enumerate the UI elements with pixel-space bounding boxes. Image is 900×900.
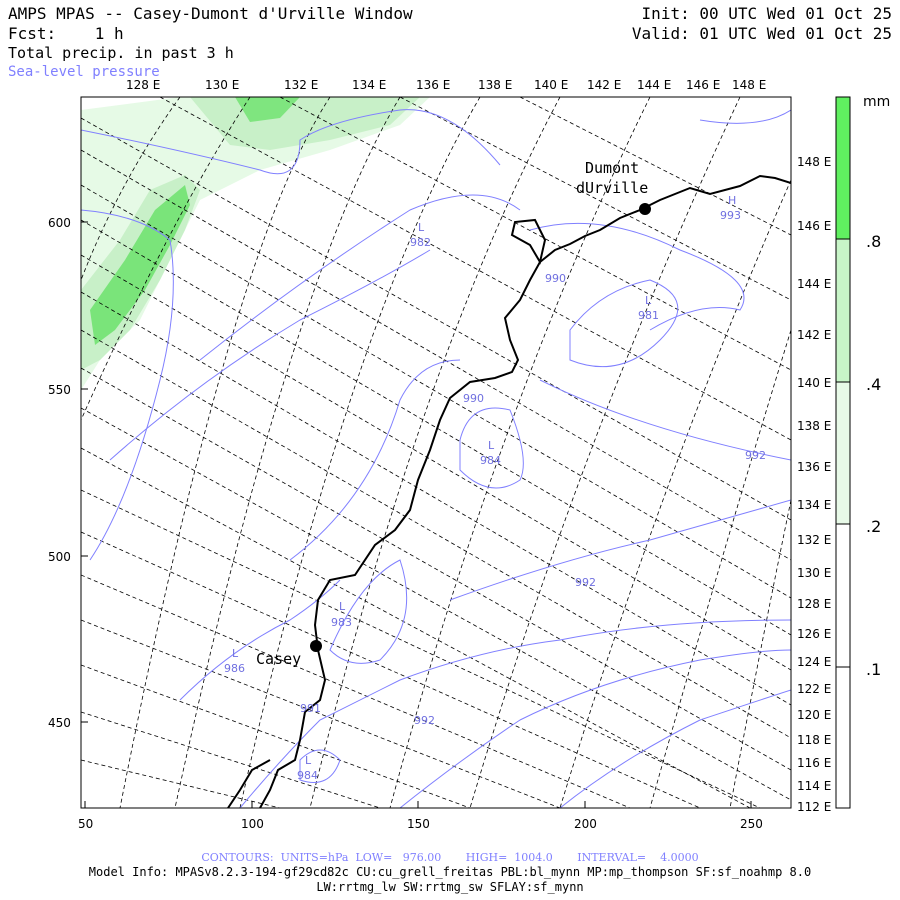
legend-swatch	[835, 238, 851, 383]
precip-shading	[81, 97, 430, 390]
slp-value: 990	[545, 272, 566, 285]
field-name: Total precip. in past 3 h	[8, 44, 234, 62]
legend-level: .4	[866, 375, 881, 394]
station-label-dumont-1: Dumont	[585, 159, 639, 177]
bottom-axis: 50 100 150 200 250	[78, 801, 763, 831]
slp-value: 986	[224, 662, 245, 675]
left-axis-label: 550	[48, 383, 71, 397]
right-lon-label: 138 E	[797, 419, 831, 433]
legend-level: .2	[866, 517, 881, 536]
bottom-axis-label: 100	[241, 817, 264, 831]
bottom-axis-label: 50	[78, 817, 93, 831]
top-lon-label: 140 E	[534, 78, 568, 92]
legend-swatch	[835, 523, 851, 668]
right-lon-label: 134 E	[797, 498, 831, 512]
right-lon-label: 148 E	[797, 155, 831, 169]
legend-swatch	[835, 96, 851, 240]
top-lon-label: 134 E	[352, 78, 386, 92]
top-lon-labels: 128 E 130 E 132 E 134 E 136 E 138 E 140 …	[126, 78, 766, 92]
model-info-physics: LW:rrtmg_lw SW:rrtmg_sw SFLAY:sf_mynn	[316, 880, 584, 894]
right-lon-label: 130 E	[797, 566, 831, 580]
legend-level: .1	[866, 660, 881, 679]
right-lon-label: 132 E	[797, 533, 831, 547]
slp-value: 992	[745, 449, 766, 462]
forecast-hour: 1 h	[94, 24, 124, 43]
slp-center-letter: L	[645, 294, 652, 307]
right-lon-label: 142 E	[797, 328, 831, 342]
right-lon-label: 112 E	[797, 800, 831, 814]
top-lon-label: 146 E	[686, 78, 720, 92]
right-lon-label: 146 E	[797, 219, 831, 233]
slp-center-letter: L	[305, 754, 312, 767]
overlay-name: Sea-level pressure	[8, 64, 160, 80]
top-lon-label: 144 E	[637, 78, 671, 92]
slp-value: 992	[414, 714, 435, 727]
slp-value: 984	[297, 769, 318, 782]
legend-swatch	[835, 381, 851, 525]
slp-contours	[81, 109, 791, 808]
right-lon-label: 136 E	[797, 460, 831, 474]
right-lon-label: 124 E	[797, 655, 831, 669]
slp-value: 991	[300, 702, 321, 715]
map-plot-area	[81, 97, 791, 808]
right-lon-label: 140 E	[797, 376, 831, 390]
left-axis-label: 600	[48, 216, 71, 230]
bottom-axis-label: 200	[574, 817, 597, 831]
right-lon-label: 128 E	[797, 597, 831, 611]
top-lon-label: 136 E	[416, 78, 450, 92]
slp-value: 982	[410, 236, 431, 249]
model-info: Model Info: MPASv8.2.3-194-gf29cd82c CU:…	[88, 865, 812, 879]
legend-unit: mm	[863, 94, 890, 110]
forecast-label: Fcst: 1 h	[8, 25, 124, 43]
right-lon-label: 144 E	[797, 277, 831, 291]
slp-value: 993	[720, 209, 741, 222]
slp-center-letter: L	[232, 647, 239, 660]
left-axis: 600 550 500 450	[48, 216, 88, 730]
station-marker-casey	[310, 640, 322, 652]
station-marker-dumont	[639, 203, 651, 215]
slp-value: 984	[480, 454, 501, 467]
right-lon-label: 118 E	[797, 733, 831, 747]
bottom-axis-label: 150	[407, 817, 430, 831]
right-lon-label: 126 E	[797, 627, 831, 641]
slp-value: 981	[638, 309, 659, 322]
right-lon-label: 120 E	[797, 708, 831, 722]
slp-value: 992	[575, 576, 596, 589]
top-lon-label: 148 E	[732, 78, 766, 92]
station-label-casey: Casey	[256, 650, 301, 668]
slp-center-letter: L	[488, 439, 495, 452]
top-lon-label: 138 E	[478, 78, 512, 92]
longitude-lines	[81, 97, 791, 808]
map-title: AMPS MPAS -- Casey-Dumont d'Urville Wind…	[8, 4, 413, 23]
init-time: Init: 00 UTC Wed 01 Oct 25	[641, 4, 892, 23]
right-lon-label: 114 E	[797, 779, 831, 793]
bottom-axis-label: 250	[740, 817, 763, 831]
forecast-label-text: Fcst:	[8, 24, 57, 43]
slp-value: 990	[463, 392, 484, 405]
slp-labels: L 982 990 L 981 H 993 990 L 984 992 992 …	[224, 194, 766, 782]
top-lon-label: 130 E	[205, 78, 239, 92]
slp-center-letter: L	[339, 600, 346, 613]
contour-info: CONTOURS: UNITS=hPa LOW= 976.00 HIGH= 10…	[201, 851, 699, 864]
legend-swatch	[835, 666, 851, 809]
valid-time: Valid: 01 UTC Wed 01 Oct 25	[631, 24, 892, 43]
top-lon-label: 142 E	[587, 78, 621, 92]
left-axis-label: 450	[48, 716, 71, 730]
right-lon-labels: 148 E 146 E 144 E 142 E 140 E 138 E 136 …	[797, 155, 831, 814]
slp-center-letter: L	[418, 221, 425, 234]
right-lon-label: 122 E	[797, 682, 831, 696]
legend-level: .8	[866, 232, 881, 251]
top-lon-label: 128 E	[126, 78, 160, 92]
slp-center-letter: H	[728, 194, 736, 207]
precip-legend: mm .8 .4 .2 .1	[835, 94, 890, 809]
station-label-dumont-2: dUrville	[576, 179, 648, 197]
slp-value: 983	[331, 616, 352, 629]
top-lon-label: 132 E	[284, 78, 318, 92]
left-axis-label: 500	[48, 550, 71, 564]
map-frame	[80, 96, 792, 809]
right-lon-label: 116 E	[797, 756, 831, 770]
